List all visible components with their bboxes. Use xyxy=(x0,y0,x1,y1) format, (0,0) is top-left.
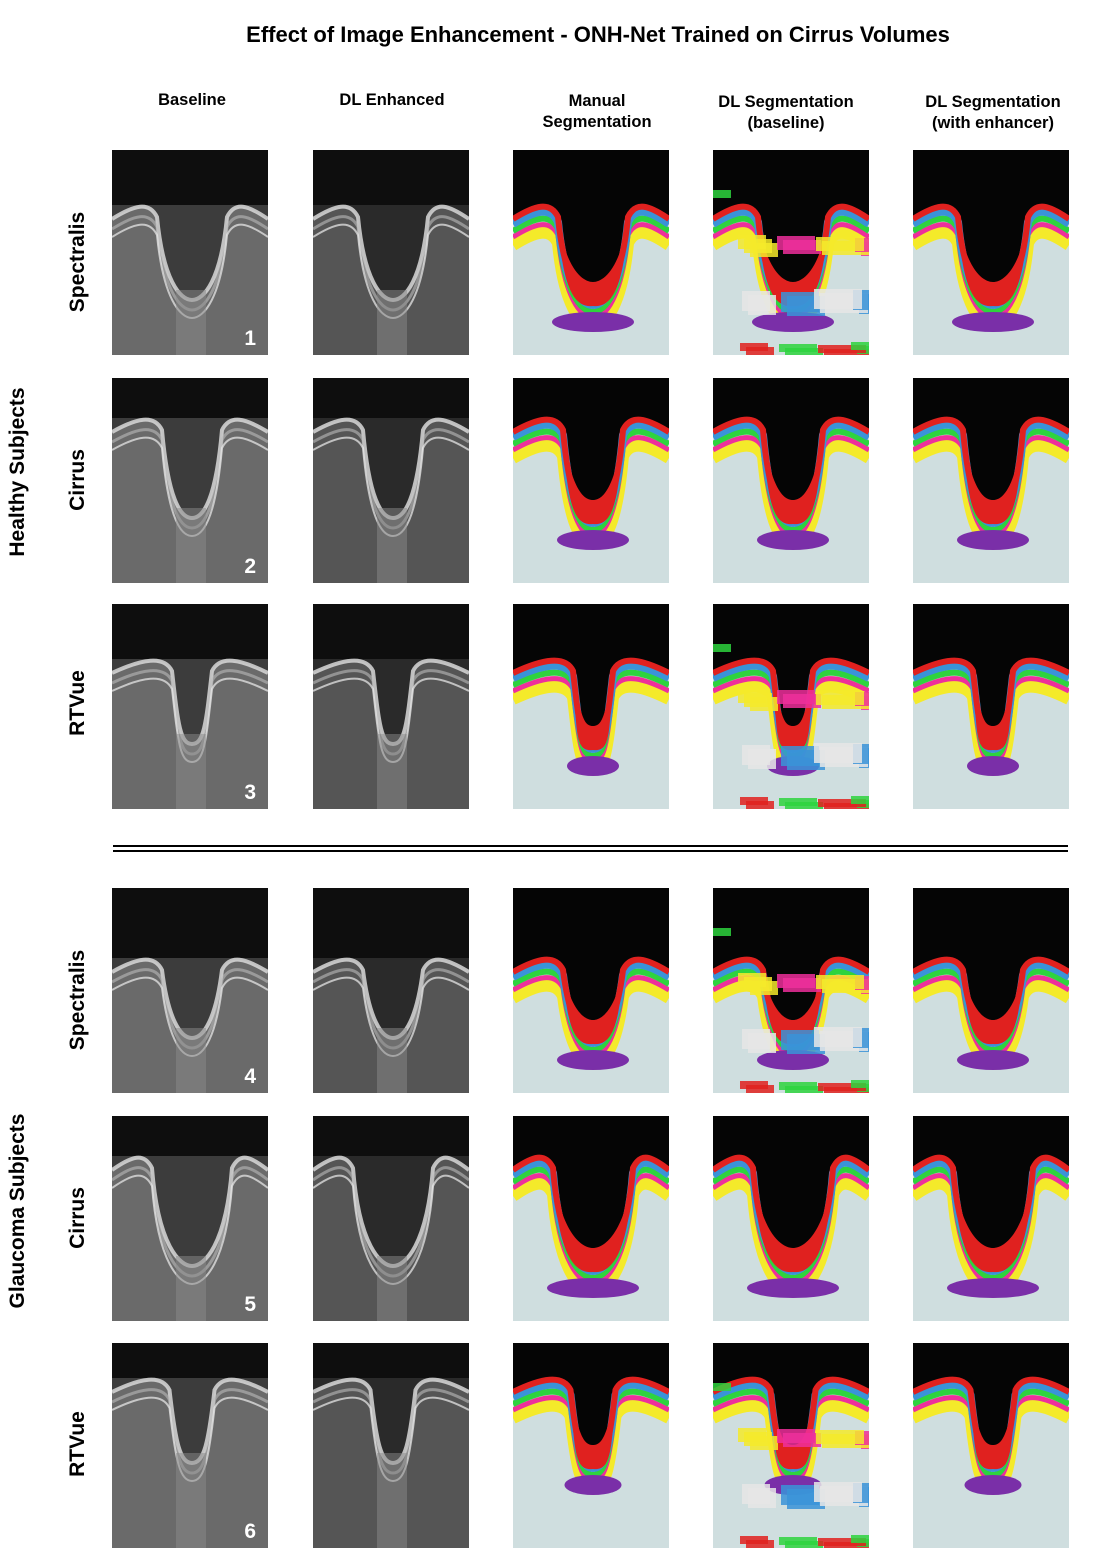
oct-panel-dl-enhanced-row-6 xyxy=(313,1343,469,1548)
oct-panel-dl-enhanced-row-1 xyxy=(313,150,469,355)
oct-panel-dl-segmentation-enhancer-row-1 xyxy=(913,150,1069,355)
oct-panel-dl-segmentation-baseline-row-4 xyxy=(713,888,869,1093)
oct-panel-manual-segmentation-row-3 xyxy=(513,604,669,809)
oct-panel-dl-segmentation-baseline-row-6 xyxy=(713,1343,869,1548)
panel-number: 6 xyxy=(244,1520,256,1543)
oct-panel-dl-segmentation-baseline-row-1 xyxy=(713,150,869,355)
group-label-healthy: Healthy Subjects xyxy=(6,387,29,557)
panel-number: 2 xyxy=(244,555,256,578)
group-separator-line xyxy=(113,850,1068,852)
oct-panel-manual-segmentation-row-2 xyxy=(513,378,669,583)
row-label-cirrus: Cirrus xyxy=(66,1187,89,1249)
oct-panel-manual-segmentation-row-4 xyxy=(513,888,669,1093)
oct-panel-dl-segmentation-enhancer-row-5 xyxy=(913,1116,1069,1321)
group-separator-line xyxy=(113,845,1068,847)
column-header-dl-segmentation-baseline: DL Segmentation (baseline) xyxy=(718,93,854,132)
panel-number: 4 xyxy=(244,1065,256,1088)
oct-panel-baseline-row-3: 3 xyxy=(112,604,268,809)
oct-panel-dl-segmentation-enhancer-row-6 xyxy=(913,1343,1069,1548)
oct-panel-baseline-row-1: 1 xyxy=(112,150,268,355)
panel-number: 1 xyxy=(244,327,256,350)
oct-panel-dl-enhanced-row-2 xyxy=(313,378,469,583)
oct-panel-manual-segmentation-row-6 xyxy=(513,1343,669,1548)
panel-number: 3 xyxy=(244,781,256,804)
row-label-rtvue: RTVue xyxy=(66,1411,89,1477)
oct-panel-dl-enhanced-row-5 xyxy=(313,1116,469,1321)
column-header-dl-enhanced: DL Enhanced xyxy=(339,91,445,109)
group-label-glaucoma: Glaucoma Subjects xyxy=(6,1113,29,1309)
oct-panel-dl-segmentation-baseline-row-3 xyxy=(713,604,869,809)
row-label-spectralis: Spectralis xyxy=(66,211,89,313)
oct-panel-dl-segmentation-baseline-row-2 xyxy=(713,378,869,583)
oct-panel-dl-enhanced-row-3 xyxy=(313,604,469,809)
oct-panel-dl-segmentation-enhancer-row-3 xyxy=(913,604,1069,809)
column-header-baseline: Baseline xyxy=(158,91,226,109)
column-header-dl-segmentation-enhancer: DL Segmentation (with enhancer) xyxy=(925,93,1061,132)
column-header-manual-segmentation: Manual Segmentation xyxy=(542,92,652,131)
oct-panel-baseline-row-6: 6 xyxy=(112,1343,268,1548)
row-label-cirrus: Cirrus xyxy=(66,449,89,511)
oct-panel-dl-segmentation-enhancer-row-4 xyxy=(913,888,1069,1093)
figure-title: Effect of Image Enhancement - ONH-Net Tr… xyxy=(246,22,950,47)
oct-panel-manual-segmentation-row-1 xyxy=(513,150,669,355)
oct-panel-dl-enhanced-row-4 xyxy=(313,888,469,1093)
oct-panel-dl-segmentation-baseline-row-5 xyxy=(713,1116,869,1321)
oct-panel-manual-segmentation-row-5 xyxy=(513,1116,669,1321)
oct-panel-baseline-row-5: 5 xyxy=(112,1116,268,1321)
row-label-spectralis: Spectralis xyxy=(66,949,89,1051)
oct-panel-baseline-row-4: 4 xyxy=(112,888,268,1093)
oct-panel-baseline-row-2: 2 xyxy=(112,378,268,583)
panel-number: 5 xyxy=(244,1293,256,1316)
row-label-rtvue: RTVue xyxy=(66,670,89,736)
oct-panel-dl-segmentation-enhancer-row-2 xyxy=(913,378,1069,583)
